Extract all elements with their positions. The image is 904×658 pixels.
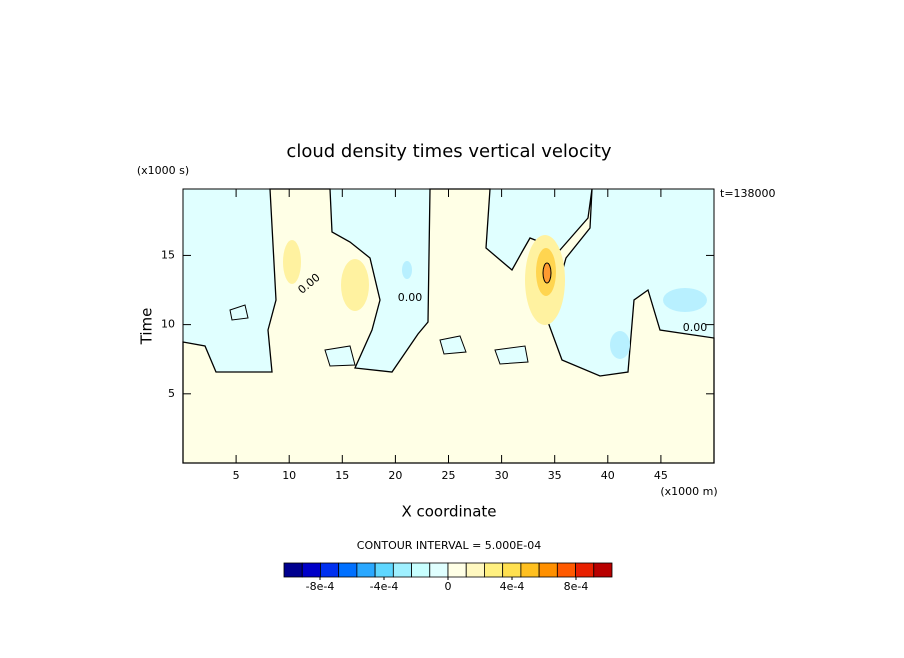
colorbar-box	[429, 562, 449, 578]
colorbar-label: -4e-4	[370, 580, 399, 593]
x-unit: (x1000 m)	[660, 485, 717, 498]
y-tick-label: 15	[161, 248, 175, 261]
contour-field	[182, 188, 715, 464]
x-tick-label: 35	[548, 469, 562, 482]
blob	[341, 259, 369, 311]
chart-title: cloud density times vertical velocity	[286, 141, 611, 162]
blob	[542, 262, 552, 284]
y-tick-label: 5	[168, 387, 175, 400]
island	[494, 345, 529, 365]
x-axis-label: X coordinate	[401, 503, 496, 521]
island	[229, 304, 249, 321]
y-tick-label: 10	[161, 318, 175, 331]
colorbar-box	[575, 562, 595, 578]
colorbar-box	[320, 562, 340, 578]
colorbar-box	[283, 562, 303, 578]
colorbar-box	[593, 562, 613, 578]
x-tick-label: 20	[388, 469, 402, 482]
x-tick-label: 40	[601, 469, 615, 482]
colorbar-label: 4e-4	[500, 580, 525, 593]
x-tick-label: 25	[442, 469, 456, 482]
colorbar-label: 0	[445, 580, 452, 593]
blob	[610, 331, 630, 359]
blob	[402, 261, 412, 279]
contour-interval: CONTOUR INTERVAL = 5.000E-04	[357, 539, 541, 552]
x-tick-label: 30	[495, 469, 509, 482]
colorbar-box	[447, 562, 467, 578]
time-note: t=138000	[720, 187, 776, 200]
blob	[283, 240, 301, 284]
colorbar-box	[411, 562, 431, 578]
colorbar-box	[356, 562, 376, 578]
colorbar-box	[520, 562, 540, 578]
colorbar-box	[301, 562, 321, 578]
island	[324, 345, 356, 367]
y-unit: (x1000 s)	[137, 164, 189, 177]
colorbar-box	[556, 562, 576, 578]
x-tick-label: 10	[282, 469, 296, 482]
contour-label: 0.00	[683, 321, 708, 334]
blob	[663, 288, 707, 312]
colorbar-label: -8e-4	[306, 580, 335, 593]
y-axis-label: Time	[138, 308, 156, 346]
colorbar-box	[338, 562, 358, 578]
colorbar-box	[392, 562, 412, 578]
colorbar-box	[484, 562, 504, 578]
x-tick-label: 5	[233, 469, 240, 482]
colorbar-box	[502, 562, 522, 578]
contour-label: 0.00	[398, 291, 423, 304]
colorbar-box	[465, 562, 485, 578]
x-tick-label: 15	[335, 469, 349, 482]
x-tick-label: 45	[654, 469, 668, 482]
island	[439, 335, 467, 355]
colorbar-label: 8e-4	[564, 580, 589, 593]
colorbar-box	[538, 562, 558, 578]
colorbar-box	[374, 562, 394, 578]
